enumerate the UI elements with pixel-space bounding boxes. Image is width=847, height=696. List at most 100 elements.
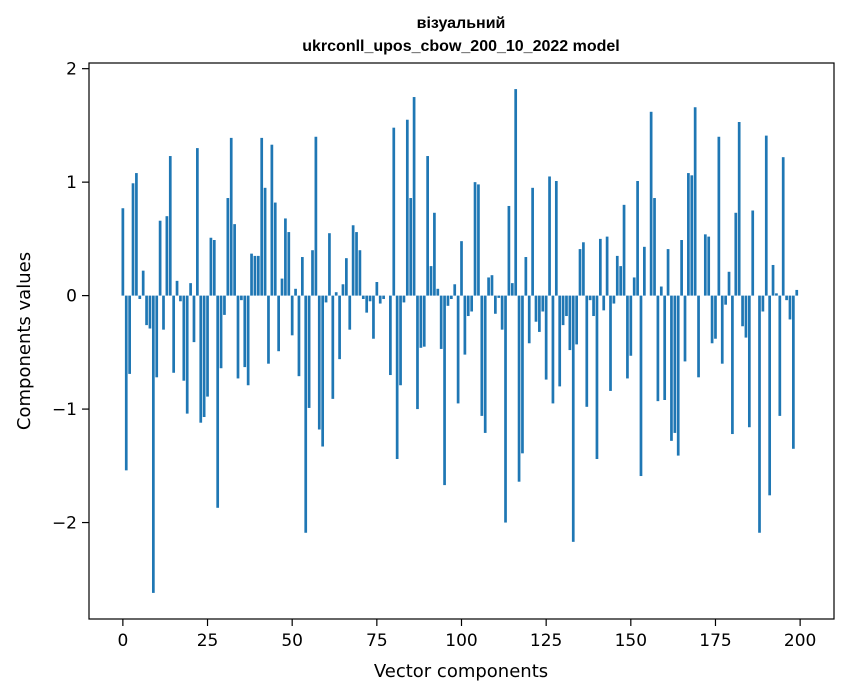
bar-68 bbox=[351, 225, 355, 296]
bar-30 bbox=[223, 295, 226, 315]
y-tick-label: −2 bbox=[52, 514, 77, 534]
x-tick-label: 100 bbox=[445, 631, 477, 651]
bar-41 bbox=[260, 137, 264, 296]
y-tick-label: 1 bbox=[66, 173, 77, 193]
x-axis-label: Vector components bbox=[374, 661, 548, 682]
bar-188 bbox=[758, 295, 761, 533]
bar-174 bbox=[710, 295, 714, 344]
bar-74 bbox=[372, 295, 375, 339]
bar-91 bbox=[429, 266, 433, 296]
bar-147 bbox=[619, 266, 623, 296]
bar-24 bbox=[202, 295, 206, 418]
bar-22 bbox=[196, 148, 199, 296]
bar-144 bbox=[609, 295, 612, 391]
bar-175 bbox=[714, 295, 717, 339]
bar-167 bbox=[687, 173, 690, 296]
bar-46 bbox=[277, 295, 280, 352]
bar-198 bbox=[792, 295, 795, 449]
bar-95 bbox=[443, 295, 446, 486]
bar-121 bbox=[531, 187, 534, 296]
bar-142 bbox=[602, 295, 606, 311]
bar-92 bbox=[433, 212, 436, 296]
bar-21 bbox=[192, 295, 196, 343]
bar-34 bbox=[236, 295, 240, 379]
chart-title-line1: візуальний bbox=[417, 15, 506, 32]
bar-86 bbox=[412, 97, 416, 296]
bar-51 bbox=[294, 288, 297, 296]
bar-33 bbox=[233, 224, 236, 296]
bar-42 bbox=[263, 187, 267, 296]
bar-194 bbox=[778, 295, 782, 416]
bar-94 bbox=[439, 295, 443, 349]
bar-1 bbox=[124, 295, 128, 471]
bar-141 bbox=[598, 238, 602, 296]
bar-117 bbox=[517, 295, 521, 482]
bar-196 bbox=[785, 295, 788, 301]
bar-35 bbox=[240, 295, 243, 301]
bar-168 bbox=[690, 175, 694, 296]
bar-98 bbox=[453, 284, 457, 296]
bar-97 bbox=[449, 295, 453, 300]
bar-20 bbox=[189, 283, 192, 296]
bar-195 bbox=[781, 157, 785, 296]
bar-58 bbox=[317, 295, 321, 430]
bar-102 bbox=[466, 295, 470, 317]
bar-2 bbox=[128, 295, 131, 374]
bar-133 bbox=[571, 295, 575, 542]
bar-162 bbox=[670, 295, 673, 441]
bar-90 bbox=[426, 156, 429, 296]
x-tick-label: 50 bbox=[281, 631, 303, 651]
y-tick-label: −1 bbox=[52, 400, 77, 420]
bar-159 bbox=[659, 286, 663, 296]
bar-13 bbox=[165, 216, 169, 296]
bar-76 bbox=[378, 295, 382, 304]
bar-145 bbox=[612, 295, 616, 304]
bar-136 bbox=[582, 242, 585, 296]
bar-50 bbox=[290, 295, 294, 336]
bar-112 bbox=[500, 295, 504, 330]
bar-101 bbox=[463, 295, 467, 355]
bar-110 bbox=[494, 295, 497, 314]
bar-61 bbox=[328, 233, 331, 296]
bar-64 bbox=[338, 295, 341, 360]
bar-143 bbox=[605, 236, 609, 296]
bar-123 bbox=[538, 295, 541, 332]
bar-4 bbox=[135, 173, 138, 296]
x-tick-label: 200 bbox=[784, 631, 816, 651]
bar-80 bbox=[392, 127, 396, 296]
bar-146 bbox=[615, 255, 619, 296]
bar-71 bbox=[361, 295, 365, 300]
bar-70 bbox=[358, 250, 362, 296]
x-tick-label: 125 bbox=[530, 631, 562, 651]
bar-53 bbox=[300, 257, 304, 296]
bar-125 bbox=[544, 295, 548, 380]
bars-group bbox=[121, 89, 799, 593]
bar-197 bbox=[788, 295, 792, 320]
bar-81 bbox=[395, 295, 399, 460]
bar-113 bbox=[504, 295, 507, 523]
y-axis-label: Components values bbox=[14, 252, 35, 430]
bar-151 bbox=[632, 277, 636, 296]
bar-67 bbox=[348, 295, 352, 330]
bar-138 bbox=[588, 295, 592, 301]
bar-128 bbox=[554, 181, 558, 296]
bar-131 bbox=[565, 295, 568, 317]
bar-135 bbox=[578, 249, 582, 296]
bar-77 bbox=[382, 295, 385, 300]
bar-18 bbox=[182, 295, 186, 381]
bar-189 bbox=[761, 295, 765, 312]
bar-180 bbox=[731, 295, 734, 435]
bar-82 bbox=[399, 295, 402, 386]
bar-5 bbox=[138, 295, 142, 300]
bar-72 bbox=[365, 295, 369, 313]
bar-15 bbox=[172, 295, 176, 373]
bar-9 bbox=[151, 295, 155, 593]
bar-85 bbox=[409, 198, 413, 296]
bar-148 bbox=[622, 204, 626, 296]
bar-105 bbox=[477, 184, 480, 296]
x-tick-label: 175 bbox=[699, 631, 731, 651]
bar-191 bbox=[768, 295, 772, 496]
bar-183 bbox=[741, 295, 744, 327]
bar-89 bbox=[422, 295, 426, 347]
